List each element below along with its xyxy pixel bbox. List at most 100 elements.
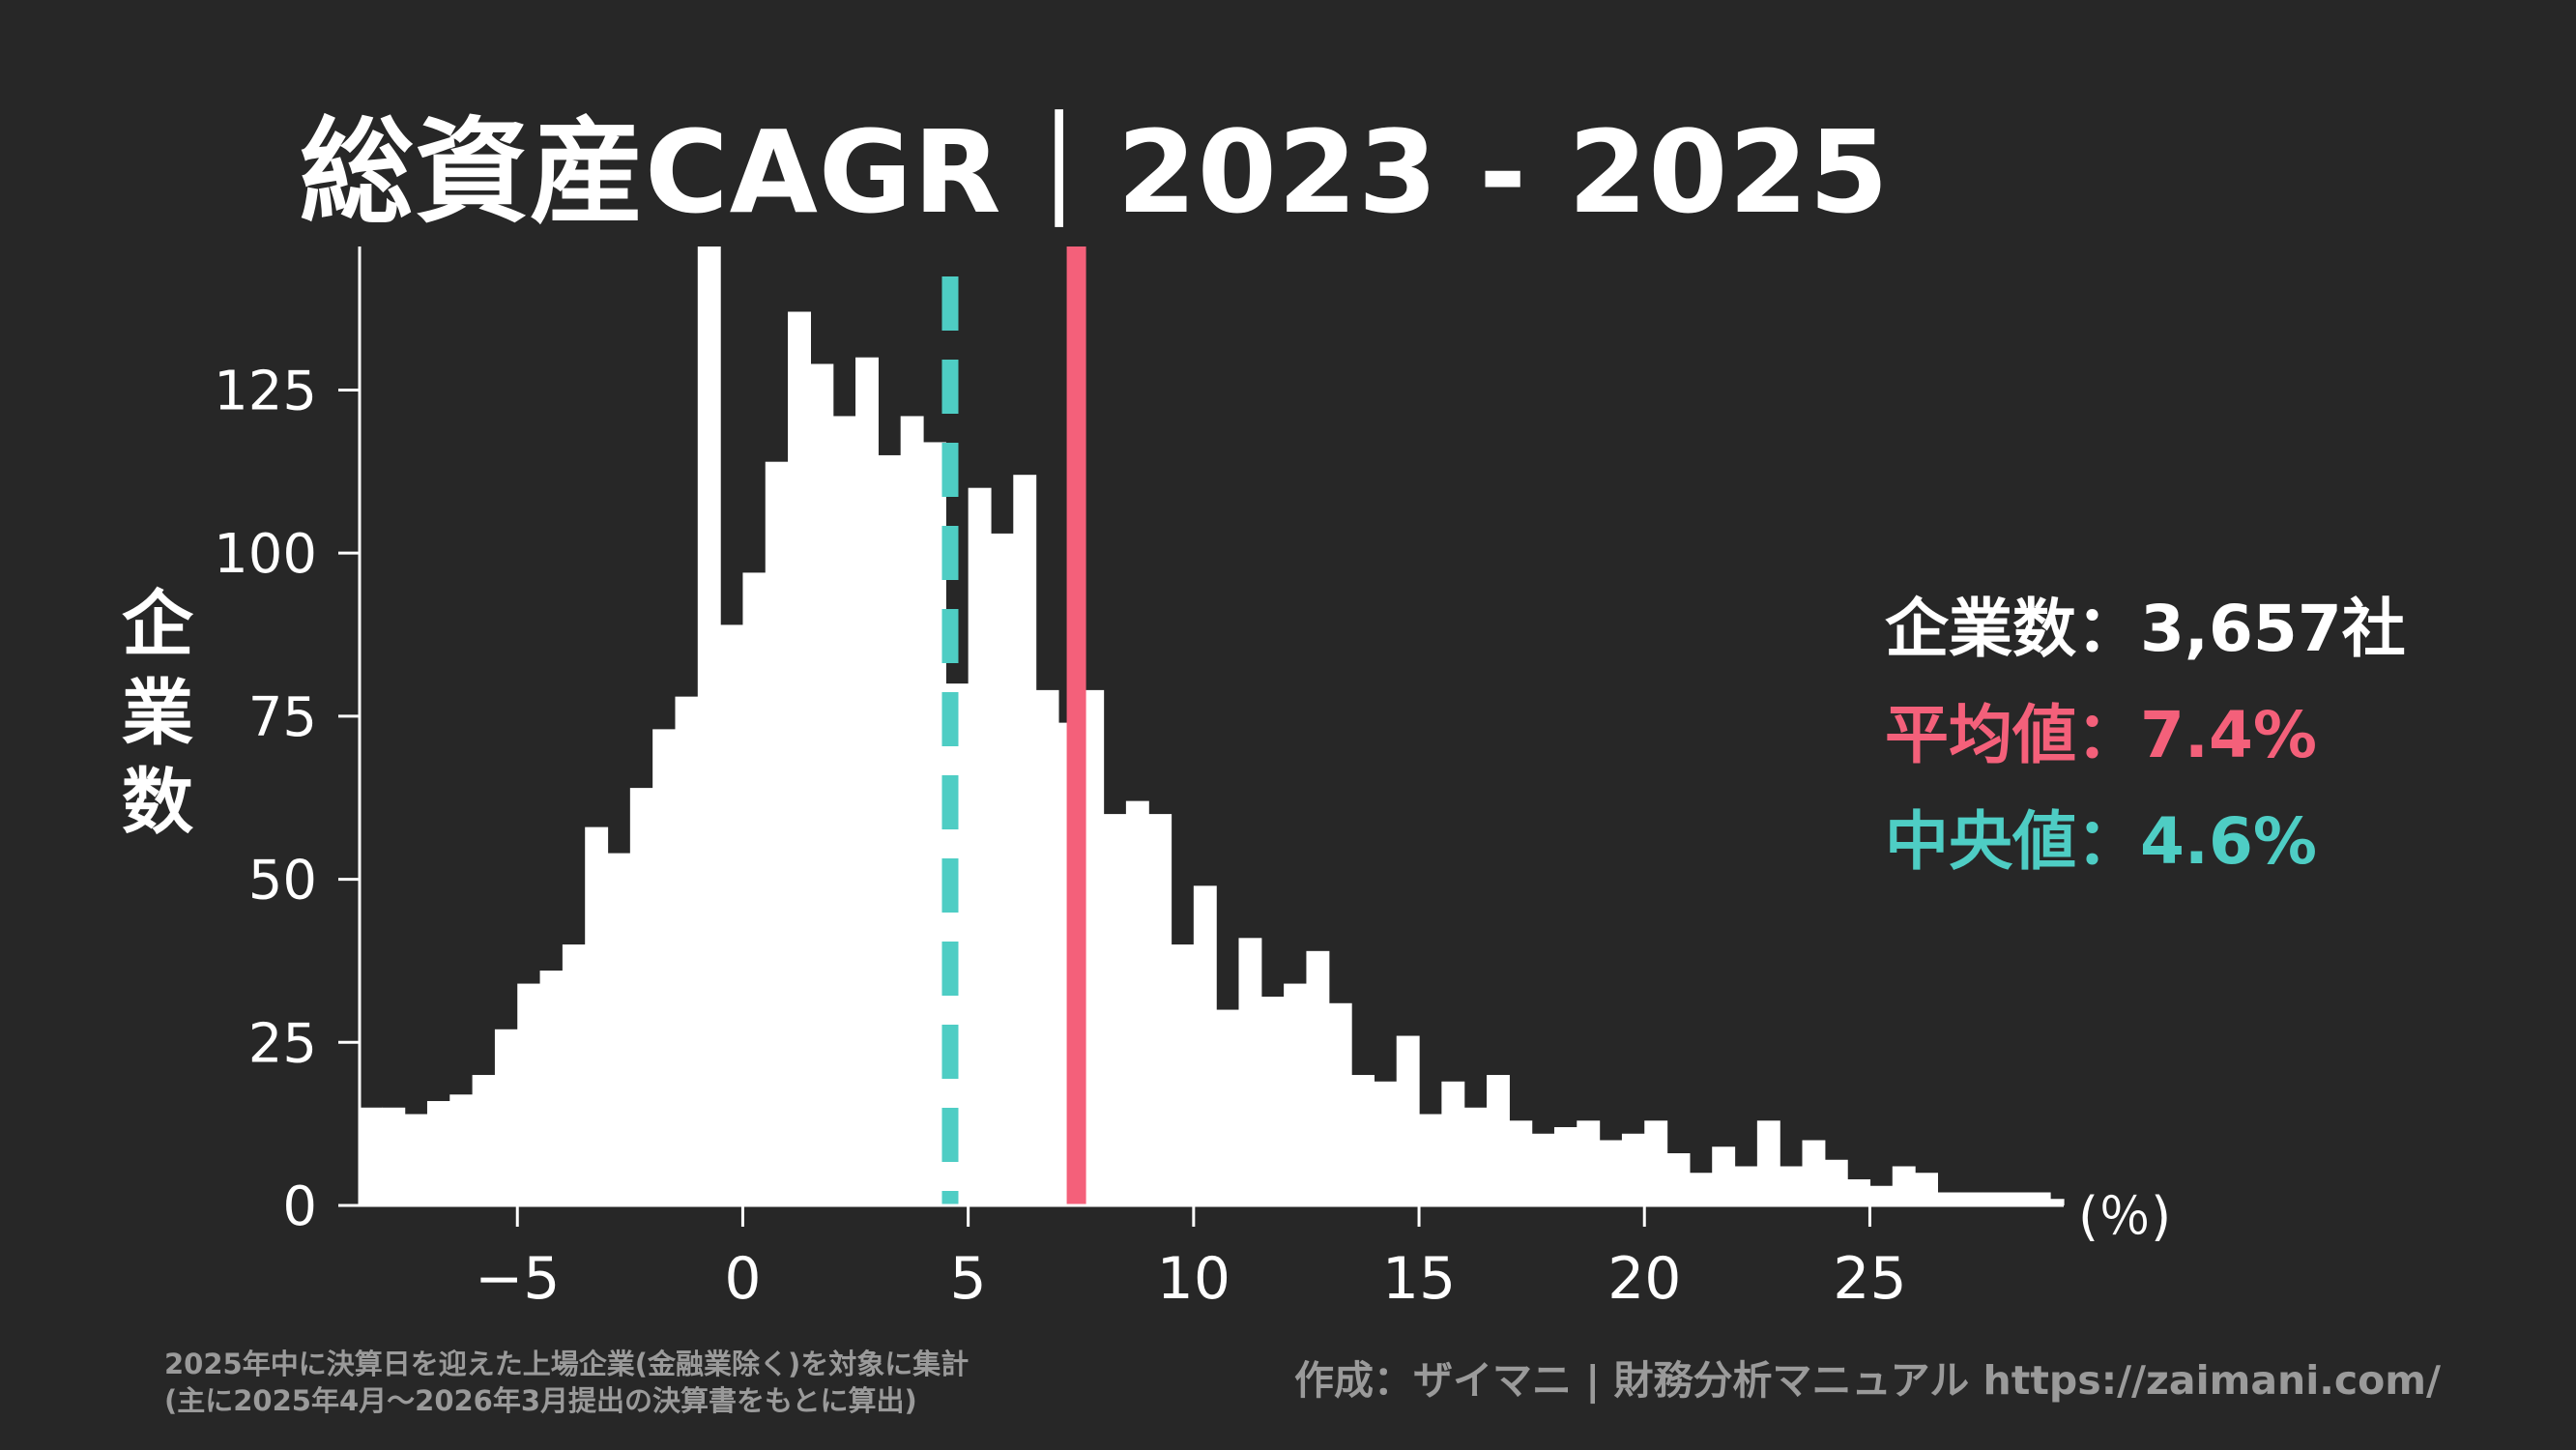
footnote-line: 2025年中に決算日を迎えた上場企業(金融業除く)を対象に集計	[164, 1348, 970, 1380]
histogram-bar	[1780, 1166, 1804, 1205]
histogram-bar	[1712, 1146, 1736, 1205]
stat-median: 中央値：4.6%	[1885, 789, 2406, 895]
histogram-bar	[1937, 1192, 1961, 1205]
histogram-bar	[810, 363, 834, 1206]
histogram-bar	[1284, 983, 1308, 1205]
stat-median-value: 4.6%	[2140, 804, 2318, 879]
histogram-bar	[1869, 1185, 1894, 1205]
histogram-bar	[539, 971, 564, 1205]
footnote-line: (主に2025年4月～2026年3月提出の決算書をもとに算出)	[164, 1384, 917, 1417]
histogram-bar	[1644, 1120, 1668, 1205]
histogram-bar	[1892, 1166, 1916, 1205]
histogram-bar	[1013, 475, 1037, 1205]
x-tick-label: 20	[1607, 1245, 1681, 1313]
histogram-bar	[1171, 944, 1195, 1205]
histogram-bar	[1216, 1009, 1240, 1205]
histogram-bar	[2027, 1192, 2051, 1205]
x-axis-unit-label: (％)	[2078, 1186, 2172, 1247]
histogram-bar	[1081, 689, 1105, 1205]
histogram-bar	[1260, 997, 1285, 1205]
x-tick-label: 5	[950, 1245, 987, 1313]
histogram-bar	[1915, 1173, 1939, 1205]
histogram-bar	[900, 416, 924, 1205]
histogram-bar	[1328, 1002, 1352, 1205]
histogram-bar	[742, 572, 767, 1205]
histogram-bar	[1577, 1120, 1601, 1205]
histogram-bar	[382, 1107, 406, 1205]
histogram-bar	[1959, 1192, 1983, 1205]
credit-text: 作成：ザイマニ | 財務分析マニュアル https://zaimani.com/	[1293, 1357, 2441, 1404]
histogram-bar	[968, 487, 992, 1205]
histogram-bar	[2050, 1199, 2065, 1205]
histogram-bar	[1193, 885, 1217, 1205]
y-tick-label: 100	[214, 523, 317, 586]
histogram-bar	[1463, 1107, 1488, 1205]
stat-mean-value: 7.4%	[2140, 698, 2318, 772]
stat-mean: 平均値：7.4%	[1885, 682, 2406, 789]
y-tick-label: 25	[248, 1012, 317, 1075]
histogram-bar	[2005, 1192, 2029, 1205]
histogram-bar	[607, 853, 631, 1205]
histogram-bar	[990, 533, 1014, 1205]
histogram-bar	[1238, 938, 1262, 1205]
histogram-bar	[1847, 1179, 1871, 1205]
histogram-bar	[562, 944, 586, 1205]
x-tick-label: 25	[1833, 1245, 1906, 1313]
histogram-bar	[720, 624, 744, 1205]
y-tick-label: 125	[214, 360, 317, 422]
y-axis-label: 企 業 数	[114, 580, 201, 847]
x-tick-label: 15	[1382, 1245, 1456, 1313]
histogram-bar	[472, 1075, 496, 1205]
histogram-bar	[517, 983, 541, 1205]
y-tick-label: 50	[248, 850, 317, 913]
histogram-bar	[1487, 1075, 1510, 1205]
histogram-bar	[788, 311, 812, 1205]
histogram-bar	[675, 696, 699, 1205]
histogram-bar	[1125, 800, 1149, 1205]
histogram-bar	[1621, 1133, 1645, 1205]
histogram-bar	[1983, 1192, 2006, 1205]
histogram-bar	[697, 246, 721, 1205]
histogram-bar	[1689, 1173, 1713, 1205]
histogram-bar	[1599, 1140, 1623, 1205]
histogram-bar	[404, 1114, 428, 1205]
histogram-bar	[1035, 689, 1059, 1205]
histogram-bar	[585, 826, 609, 1205]
footnote: 2025年中に決算日を迎えた上場企業(金融業除く)を対象に集計 (主に2025年…	[164, 1346, 969, 1419]
histogram-bar	[494, 1029, 518, 1205]
y-tick-label: 0	[282, 1175, 317, 1238]
stat-count-label: 企業数：	[1885, 592, 2140, 666]
stat-median-label: 中央値：	[1885, 804, 2140, 879]
histogram-bar	[765, 461, 789, 1206]
histogram-bar	[855, 357, 879, 1206]
histogram-bar	[1103, 814, 1127, 1205]
histogram-bar	[1148, 814, 1172, 1205]
histogram-bar	[629, 788, 653, 1205]
histogram-bar	[832, 416, 856, 1205]
histogram-bar	[878, 454, 902, 1206]
stats-panel: 企業数：3,657社 平均値：7.4% 中央値：4.6%	[1885, 576, 2406, 895]
histogram-bar	[1666, 1153, 1691, 1205]
histogram-bar	[360, 1107, 383, 1205]
histogram-bar	[923, 442, 946, 1205]
stat-count: 企業数：3,657社	[1885, 576, 2406, 682]
histogram-bar	[652, 729, 677, 1205]
histogram-bar	[1802, 1140, 1826, 1205]
histogram-bar	[1351, 1075, 1375, 1205]
histogram-bar	[449, 1094, 474, 1205]
histogram-bar	[1734, 1166, 1758, 1205]
histogram-bar	[1756, 1120, 1780, 1205]
x-tick-label: 10	[1157, 1245, 1230, 1313]
x-tick-label: −5	[475, 1245, 560, 1313]
histogram-bar	[426, 1101, 450, 1205]
stat-mean-label: 平均値：	[1885, 698, 2140, 772]
histogram-bar	[1824, 1159, 1848, 1205]
y-axis-label-char: 数	[122, 761, 193, 844]
stat-count-value: 3,657社	[2140, 592, 2406, 666]
histogram-bar	[1441, 1081, 1465, 1205]
x-tick-label: 0	[724, 1245, 761, 1313]
histogram-bar	[1306, 950, 1330, 1205]
reference-lines	[941, 246, 1086, 1205]
